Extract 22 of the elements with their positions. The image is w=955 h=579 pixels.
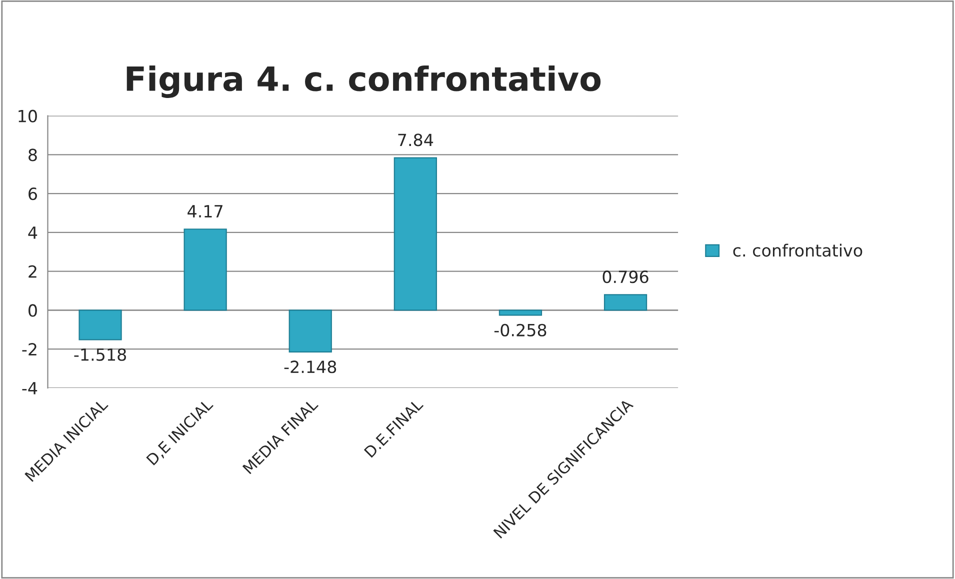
y-tick-label: -2 [22,343,36,356]
data-label: 7.84 [398,134,434,146]
bar [184,228,227,311]
bar [288,310,332,352]
bar [394,157,437,311]
data-label: -0.258 [494,324,546,336]
y-tick-label: 6 [28,188,37,200]
data-label: -2.148 [284,360,336,374]
y-tick-label: 8 [28,148,37,162]
y-tick-label: 0 [28,304,37,317]
chart-title: Figura 4. c. confrontativo [126,65,601,98]
legend-label: c. confrontativo [733,244,862,257]
data-label: -1.518 [74,348,126,361]
bar [604,294,648,311]
data-label: 4.17 [188,205,222,218]
y-tick-label: -4 [22,382,38,394]
bar [78,310,122,340]
y-tick-label: 2 [28,265,36,278]
bar [498,310,542,316]
data-label: 0.796 [602,270,648,284]
y-tick-label: 10 [18,110,37,122]
y-tick-label: 4 [28,226,38,239]
